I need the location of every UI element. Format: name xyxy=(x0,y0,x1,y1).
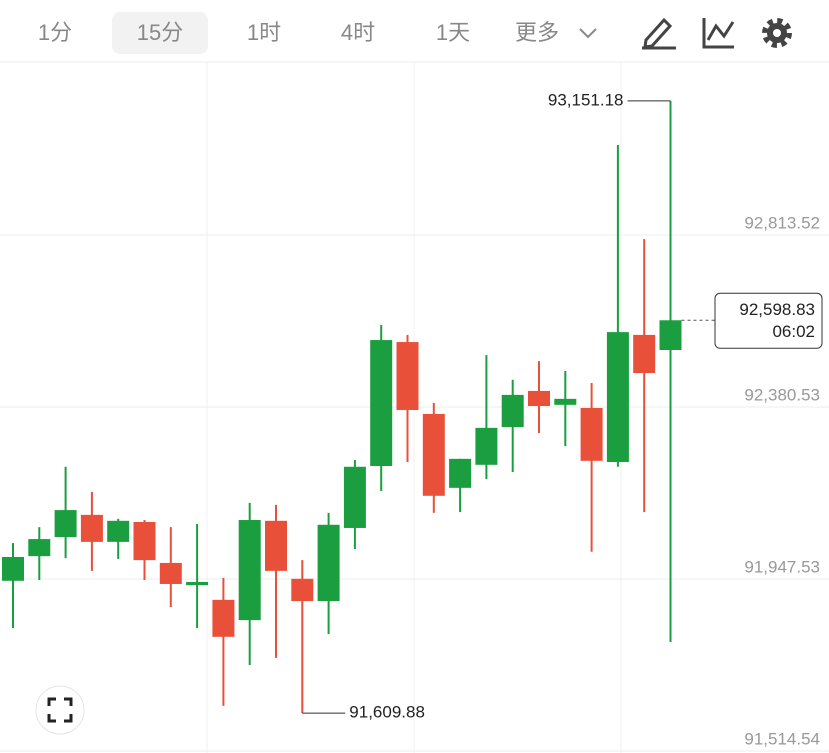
candle-body xyxy=(501,394,524,428)
last-price-label: 92,598.83 xyxy=(739,300,815,319)
plot: 92,813.52 92,380.53 91,947.53 91,514.54 93,1… xyxy=(0,90,829,752)
candle-body xyxy=(265,520,287,571)
candle-body xyxy=(107,520,130,542)
draw-icon[interactable] xyxy=(642,17,676,50)
countdown: 06:02 xyxy=(772,322,815,341)
candle-body xyxy=(396,342,419,410)
candle-body xyxy=(475,427,498,465)
candle-body xyxy=(659,320,682,350)
candle-body xyxy=(554,398,577,405)
candle-body xyxy=(449,458,472,488)
candle-body xyxy=(212,599,235,637)
y-tick-label: 92,813.52 xyxy=(744,213,820,232)
chevron[interactable] xyxy=(579,28,597,39)
candle-body xyxy=(28,539,51,557)
candle-body xyxy=(54,510,77,538)
candle-body xyxy=(370,340,393,466)
tab[interactable]: 1时 xyxy=(247,20,281,45)
high-label: 93,151.18 xyxy=(548,90,624,109)
candle-body xyxy=(291,578,314,602)
settings-icon[interactable] xyxy=(762,18,792,48)
y-tick-label: 91,514.54 xyxy=(744,729,820,748)
candle-body xyxy=(343,466,366,528)
tab[interactable]: 15分 xyxy=(137,20,183,45)
candle-body xyxy=(80,514,103,542)
candle-body xyxy=(606,332,629,463)
candle-body xyxy=(633,334,656,374)
tab-highlight xyxy=(112,12,208,54)
low-label: 91,609.88 xyxy=(349,703,425,722)
y-tick-label: 91,947.53 xyxy=(744,557,820,576)
y-tick-label: 92,380.53 xyxy=(744,385,820,404)
more-tab[interactable]: 更多 xyxy=(515,20,559,45)
candle-body xyxy=(317,524,340,602)
indicator-icon[interactable] xyxy=(702,18,735,49)
tab[interactable]: 1分 xyxy=(38,20,72,45)
tab[interactable]: 1天 xyxy=(436,20,470,45)
last-price-box xyxy=(714,292,823,349)
candle-body xyxy=(528,390,550,407)
candle-body xyxy=(422,413,445,496)
candle-body xyxy=(159,562,182,584)
candle-body xyxy=(133,522,156,561)
candle-body xyxy=(186,581,209,586)
fullscreen-button[interactable] xyxy=(35,685,85,735)
toolbar: 1分 15分 1时 4时 1天 xyxy=(38,12,470,54)
tab[interactable]: 4时 xyxy=(341,20,375,45)
candle-body xyxy=(238,520,261,621)
candle-body xyxy=(2,556,24,581)
candle-body xyxy=(580,407,603,461)
